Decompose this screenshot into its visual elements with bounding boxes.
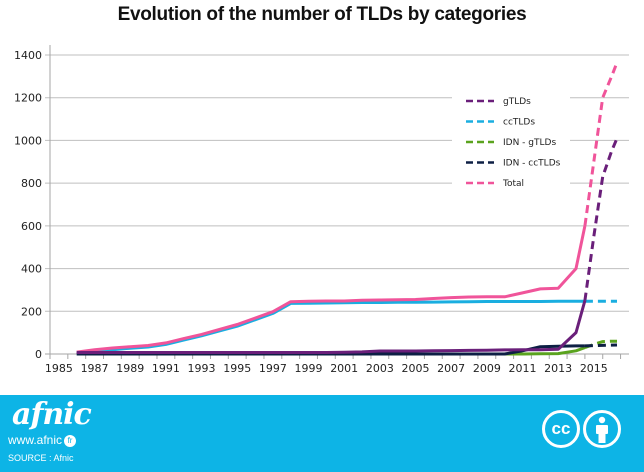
x-tick-label: 2003 bbox=[366, 362, 394, 375]
x-tick-label: 1997 bbox=[259, 362, 287, 375]
x-tick-label: 2011 bbox=[508, 362, 536, 375]
series-projection-total bbox=[583, 61, 619, 227]
x-tick-label: 1993 bbox=[188, 362, 216, 375]
attribution-person-icon bbox=[583, 410, 621, 448]
x-tick-label: 1987 bbox=[81, 362, 109, 375]
source-credit: SOURCE : Afnic bbox=[8, 453, 74, 463]
x-tick-label: 1995 bbox=[223, 362, 251, 375]
website-link[interactable]: www.afnic fr bbox=[8, 433, 77, 447]
x-tick-label: 2007 bbox=[437, 362, 465, 375]
y-tick-label: 0 bbox=[35, 348, 42, 361]
series-projection-gtlds bbox=[583, 137, 619, 301]
series-line-idn-gtlds bbox=[504, 346, 586, 356]
afnic-badge-icon: fr bbox=[64, 434, 77, 447]
y-tick-label: 400 bbox=[21, 263, 42, 276]
legend-label: IDN - ccTLDs bbox=[503, 159, 561, 169]
creative-commons-icon: cc bbox=[542, 410, 580, 448]
x-tick-label: 1985 bbox=[45, 362, 73, 375]
x-tick-label: 2009 bbox=[473, 362, 501, 375]
afnic-logo: afnic bbox=[12, 397, 92, 432]
y-tick-label: 200 bbox=[21, 305, 42, 318]
y-tick-label: 1200 bbox=[14, 92, 42, 105]
series-line-total bbox=[76, 225, 587, 354]
x-tick-label: 1991 bbox=[152, 362, 180, 375]
website-url: www.afnic bbox=[8, 433, 63, 447]
footer-banner: afnic www.afnic fr SOURCE : Afnic cc bbox=[0, 395, 644, 472]
x-tick-label: 1989 bbox=[116, 362, 144, 375]
x-tick-label: 2001 bbox=[330, 362, 358, 375]
legend-label: ccTLDs bbox=[503, 118, 535, 128]
series-line-gtlds bbox=[76, 300, 587, 354]
x-tick-label: 2005 bbox=[402, 362, 430, 375]
legend-box bbox=[452, 88, 570, 200]
line-chart: 0 200 400 600 800 1000 1200 1400 1985 1987 1989 199… bbox=[14, 45, 629, 375]
x-tick-label: 1999 bbox=[295, 362, 323, 375]
y-tick-label: 600 bbox=[21, 220, 42, 233]
legend-label: IDN - gTLDs bbox=[503, 138, 556, 148]
legend-label: Total bbox=[502, 179, 524, 189]
y-tick-label: 1400 bbox=[14, 49, 42, 62]
y-tick-label: 1000 bbox=[14, 134, 42, 147]
series-projection-idn-cctlds bbox=[584, 343, 618, 348]
legend-label: gTLDs bbox=[503, 97, 531, 107]
y-tick-label: 800 bbox=[21, 177, 42, 190]
chart-title: Evolution of the number of TLDs by categ… bbox=[117, 4, 527, 25]
x-tick-label: 2015 bbox=[580, 362, 608, 375]
x-tick-label: 2013 bbox=[544, 362, 572, 375]
